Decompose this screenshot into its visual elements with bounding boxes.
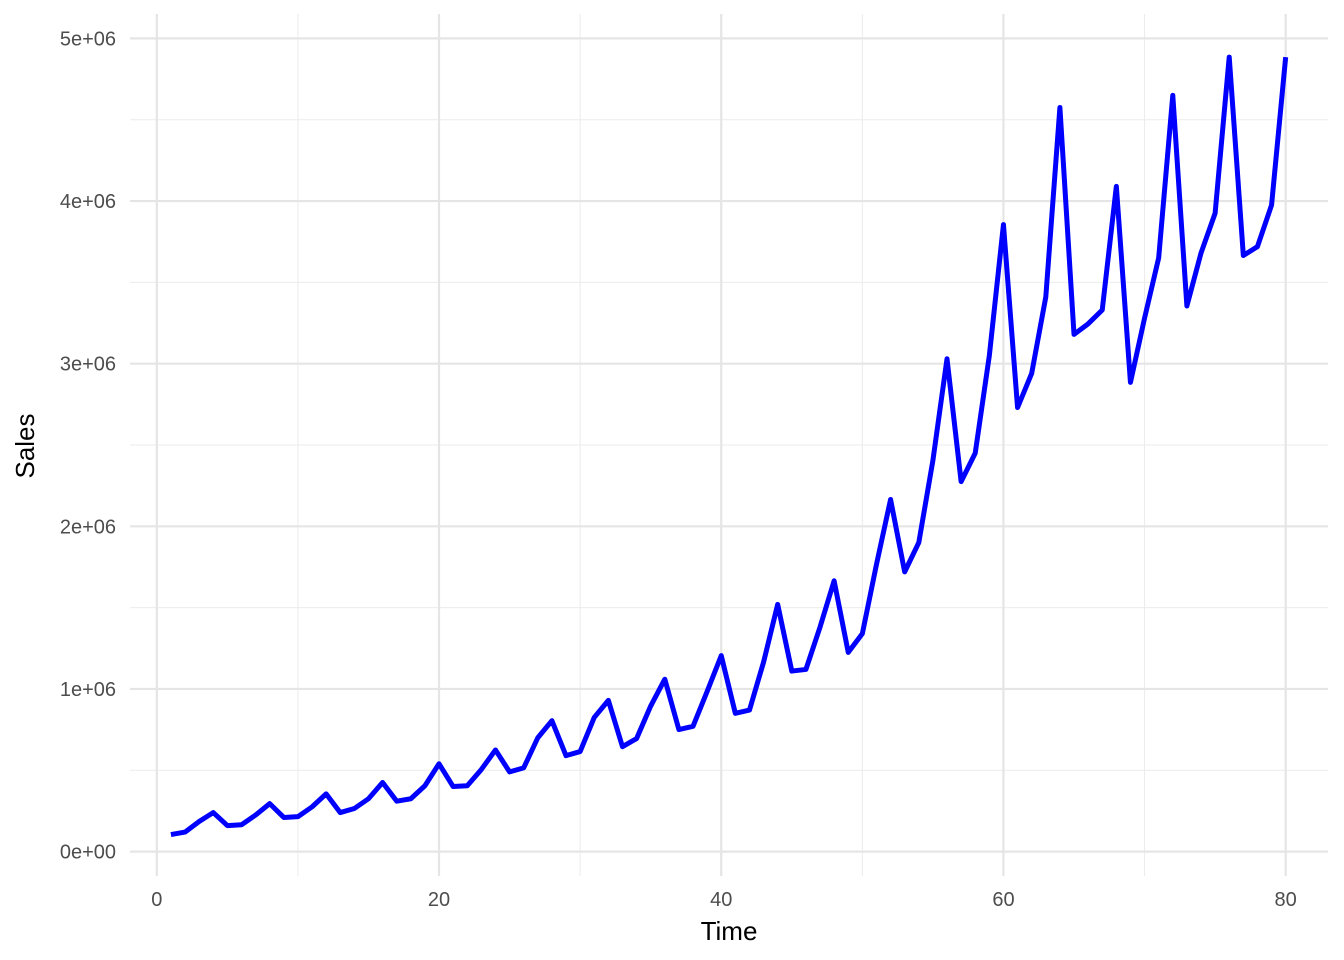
y-tick-label: 4e+06	[60, 191, 116, 213]
y-tick-label: 3e+06	[60, 354, 116, 376]
series-layer	[170, 54, 1289, 837]
minor-grid	[130, 14, 1328, 876]
x-tick-label: 60	[992, 889, 1014, 911]
y-tick-label: 1e+06	[60, 679, 116, 701]
major-grid	[130, 14, 1328, 876]
x-tick-label: 0	[151, 889, 162, 911]
series-line	[170, 54, 1289, 837]
x-tick-label: 80	[1275, 889, 1297, 911]
y-axis-ticks: 0e+00 1e+06 2e+06 3e+06 4e+06 5e+06	[60, 28, 116, 863]
y-tick-label: 5e+06	[60, 28, 116, 50]
x-axis-title: Time	[701, 916, 758, 946]
y-axis-title: Sales	[10, 413, 40, 478]
x-axis-ticks: 0 20 40 60 80	[151, 889, 1297, 911]
x-tick-label: 40	[710, 889, 732, 911]
y-tick-label: 0e+00	[60, 842, 116, 864]
x-tick-label: 20	[428, 889, 450, 911]
y-tick-label: 2e+06	[60, 516, 116, 538]
